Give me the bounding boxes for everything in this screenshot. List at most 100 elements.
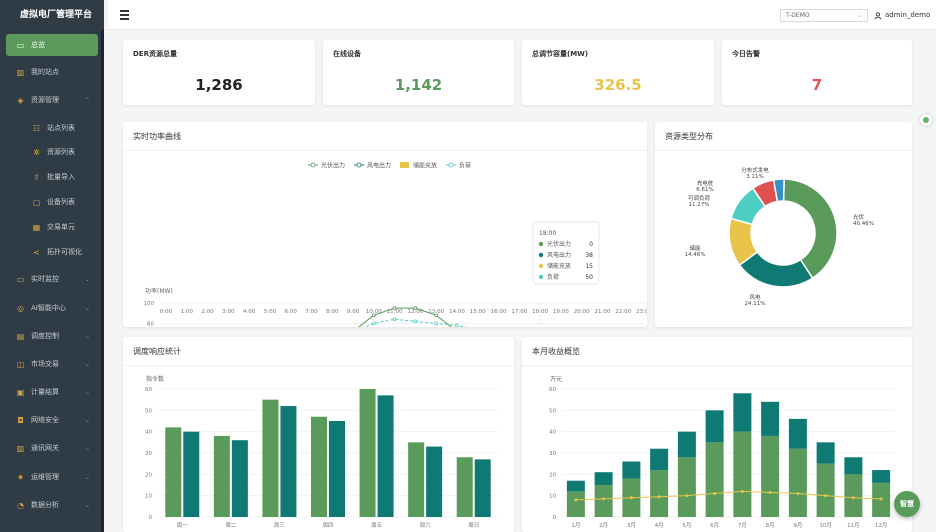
x-tick-label: 8月: [766, 522, 775, 529]
y-tick-label: 50: [145, 408, 152, 414]
sidebar-item[interactable]: ☷ 站点列表: [6, 117, 98, 139]
sidebar-item[interactable]: ◈ 资源管理 ⌃: [6, 89, 98, 111]
series-point: [434, 313, 438, 318]
menu-toggle-icon[interactable]: [120, 10, 129, 20]
divider: [522, 365, 912, 366]
sidebar-item[interactable]: ◘ 网络安全 ⌄: [6, 409, 98, 431]
pie-label: 可调负荷: [688, 194, 711, 202]
revenue-bar-base: [761, 435, 780, 517]
sidebar-item-label: 交易单元: [47, 223, 75, 231]
sidebar-item[interactable]: ◔ 数据分析 ⌄: [6, 494, 98, 516]
x-tick-label: 8:00: [326, 309, 339, 315]
panel-title: 本月收益概览: [532, 347, 580, 356]
dispatch-bar: [329, 421, 345, 517]
sidebar-item-label: 资源列表: [47, 148, 75, 156]
tooltip-value: 38: [585, 252, 593, 259]
sidebar-item[interactable]: ▭ 实时监控 ⌄: [6, 268, 98, 290]
bulb-icon: ◎: [17, 303, 24, 313]
tooltip: [532, 221, 600, 285]
revenue-bar-base: [816, 463, 835, 517]
tooltip-value: 15: [585, 263, 593, 270]
y-tick-label: 40: [145, 430, 152, 436]
sidebar-item[interactable]: ▦ 交易单元: [6, 216, 98, 238]
sidebar-item[interactable]: ▥ 我的站点: [6, 61, 98, 83]
tooltip-value: 0: [589, 241, 593, 248]
user-name: admin_demo: [885, 11, 931, 19]
legend-swatch: [448, 162, 454, 168]
sidebar-item[interactable]: ◫ 市场交易 ⌄: [6, 353, 98, 375]
x-tick-label: 13:00: [428, 309, 444, 315]
tenant-select[interactable]: T-DEMO ⌄: [780, 9, 868, 22]
chevron-down-icon: ⌄: [84, 388, 90, 396]
series-point: [392, 317, 397, 322]
revenue-bar-base: [705, 442, 724, 517]
sidebar-item-label: 运维管理: [31, 473, 59, 481]
sidebar-item-label: 设备列表: [47, 198, 75, 206]
sidebar-item[interactable]: ▣ 计量结算 ⌄: [6, 381, 98, 403]
series-line: [358, 307, 452, 327]
sidebar-item[interactable]: ✲ 资源列表: [6, 141, 98, 163]
chevron-down-icon: ⌄: [84, 304, 90, 312]
user-menu[interactable]: admin_demo: [874, 9, 930, 22]
series-point: [372, 313, 376, 318]
sidebar-item-label: AI智能中心: [31, 304, 66, 312]
sidebar-item[interactable]: ▭ 总览: [6, 34, 98, 56]
tooltip-title: 18:00: [539, 230, 556, 237]
gateway-icon: ▥: [16, 443, 25, 453]
chevron-down-icon: ⌄: [84, 501, 90, 509]
sidebar-item[interactable]: ▢ 设备列表: [6, 191, 98, 213]
sidebar-scrollbar[interactable]: [101, 30, 104, 532]
dispatch-bar: [311, 416, 327, 517]
stat-title: 总调节容量(MW): [532, 50, 589, 58]
sidebar-item[interactable]: ✷ 运维管理 ⌄: [6, 466, 98, 488]
stat-card-der: DER资源总量 1,286: [123, 40, 315, 105]
y-axis-label: 指令数: [146, 375, 164, 383]
dispatch-bar: [280, 406, 297, 517]
assistant-button[interactable]: 智慧: [894, 491, 920, 517]
x-tick-label: 10月: [819, 522, 832, 529]
panel-title: 资源类型分布: [665, 132, 713, 141]
stat-title: 在线设备: [333, 50, 361, 58]
pie-pct: 3.11%: [746, 174, 763, 180]
y-axis-label: 万元: [550, 376, 562, 383]
y-tick-label: 0: [553, 515, 557, 521]
x-tick-label: 9月: [793, 522, 802, 529]
legend-label: 光伏出力: [321, 162, 345, 170]
revenue-bar-top: [566, 480, 585, 492]
pie-label: 充电桩: [697, 179, 714, 187]
chevron-down-icon: ⌄: [84, 473, 90, 481]
revenue-bar-base: [594, 485, 613, 517]
legend-label: 风电出力: [367, 162, 391, 170]
pie-pct: 24.11%: [745, 301, 766, 307]
revenue-line: [575, 490, 882, 501]
side-drawer-handle[interactable]: [920, 114, 932, 126]
revenue-bar-top: [844, 457, 863, 475]
sidebar-item[interactable]: < 拓扑可视化: [6, 241, 98, 263]
share-icon: <: [33, 247, 40, 257]
revenue-point: [796, 492, 800, 496]
dispatch-bar-chart[interactable]: 指令数 0 10 20 30 40 50 60 周一 周二 周三 周四 周五 周六 周日: [123, 337, 514, 532]
x-tick-label: 11:00: [387, 309, 403, 315]
control-icon: ▤: [16, 331, 25, 341]
series-point: [455, 323, 459, 327]
cart-icon: ◫: [16, 359, 25, 369]
tooltip-marker: [538, 252, 544, 258]
sidebar-item[interactable]: ▤ 调度控制 ⌄: [6, 325, 98, 347]
power-curve-chart[interactable]: 功率(MW)-200204060801000:001:002:003:004:0…: [123, 122, 647, 327]
sidebar-item-label: 站点列表: [47, 124, 75, 132]
y-tick-label: 100: [144, 301, 155, 307]
pie-slice: [772, 178, 785, 203]
wrench-icon: ✷: [17, 472, 24, 482]
lock-icon: ◘: [17, 415, 24, 425]
revenue-point: [657, 495, 661, 499]
pie-pct: 14.46%: [685, 252, 706, 258]
pie-pct: 11.27%: [689, 202, 710, 208]
sidebar-item[interactable]: ⇪ 批量导入: [6, 166, 98, 188]
x-tick-label: 4:00: [243, 309, 256, 315]
dispatch-stats-panel: 调度响应统计 指令数 0 10 20 30 40 50 60 周一 周二 周三 周四 周五 周六 周日: [123, 337, 514, 532]
sidebar-item[interactable]: ▥ 通讯网关 ⌄: [6, 437, 98, 459]
revenue-bar-chart[interactable]: 万元 0 10 20 30 40 50 60 1月 2月 3月 4月 5月 6月 7月 8月 9月 10月 11月 1…: [522, 337, 912, 532]
sidebar-item[interactable]: ◎ AI智能中心 ⌄: [6, 297, 98, 319]
x-tick-label: 7月: [738, 522, 747, 529]
